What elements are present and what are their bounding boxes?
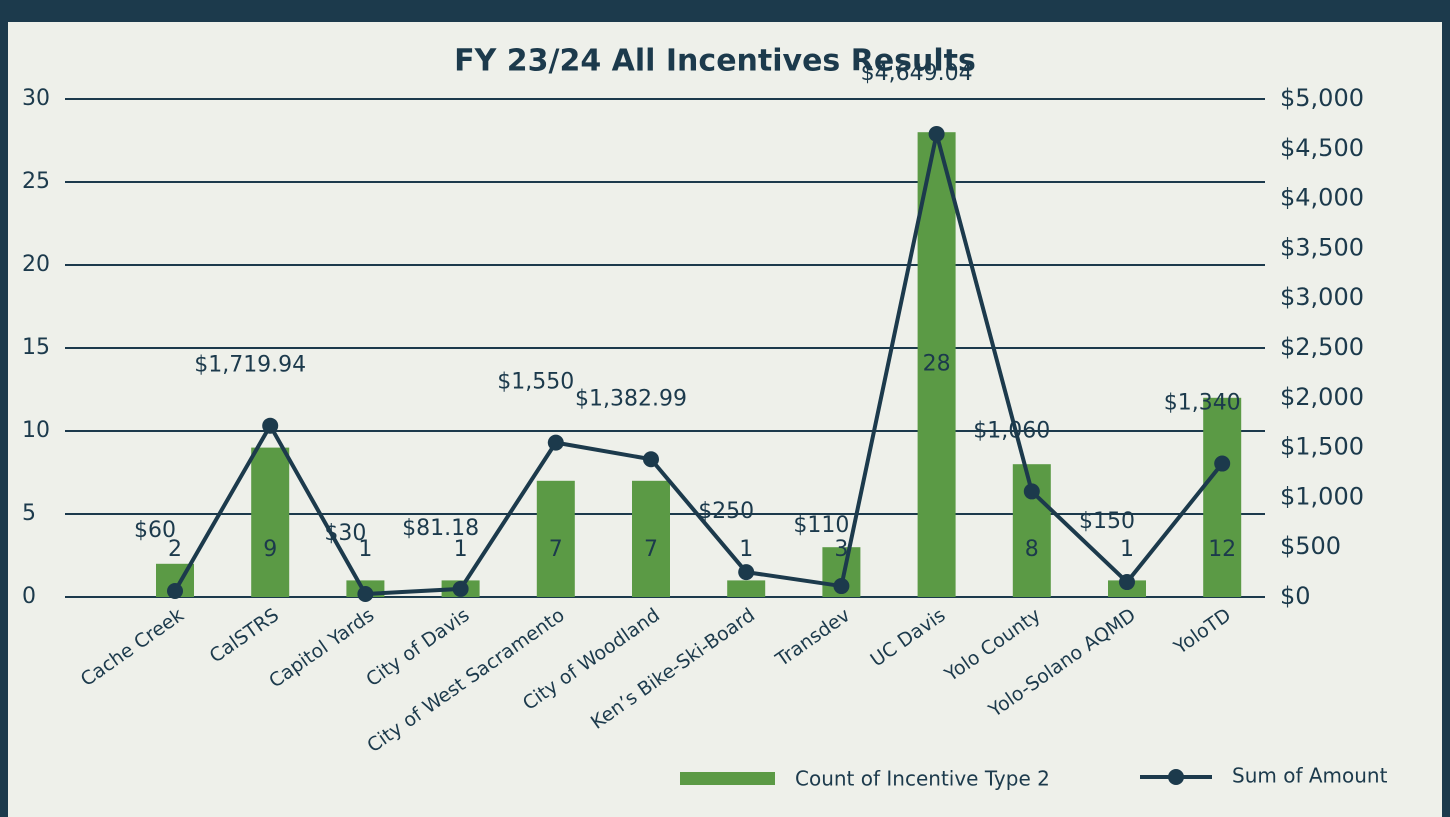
bar-label: 1 (1120, 537, 1134, 562)
legend-swatch (1168, 769, 1184, 785)
y-tick-label: 30 (22, 86, 50, 111)
line-marker (643, 451, 659, 468)
line-marker (738, 564, 755, 581)
bar-label: 1 (454, 537, 468, 562)
bar-label: 1 (739, 537, 753, 562)
line-label: $250 (698, 499, 754, 524)
line-label: $1,382.99 (575, 386, 687, 411)
bar (917, 132, 956, 597)
line-label: $110 (793, 513, 849, 538)
chart-title: FY 23/24 All Incentives Results (454, 44, 976, 79)
line-marker (262, 417, 279, 434)
bar-label: 2 (168, 537, 182, 562)
line-marker (1214, 455, 1231, 472)
y2-tick-label: $500 (1280, 532, 1341, 560)
line-label: $60 (134, 518, 176, 543)
bar-label: 7 (644, 537, 658, 562)
line-label: $4,649.04 (861, 61, 973, 86)
y-tick-label: 0 (22, 584, 36, 609)
y2-tick-label: $3,000 (1280, 283, 1364, 311)
bar (536, 480, 575, 597)
y-tick-label: 20 (22, 252, 50, 277)
line-label: $1,550 (497, 370, 574, 395)
panel (8, 22, 1442, 817)
line-marker (1119, 574, 1135, 591)
line-marker (1023, 483, 1040, 500)
y2-tick-label: $5,000 (1280, 84, 1364, 112)
line-label: $1,060 (973, 418, 1050, 443)
y2-tick-label: $1,500 (1280, 433, 1364, 461)
bar-label: 9 (263, 537, 277, 562)
bar (727, 580, 766, 597)
y-tick-label: 5 (22, 501, 36, 526)
line-label: $1,719.94 (194, 353, 306, 378)
line-label: $81.18 (402, 516, 479, 541)
line-label: $150 (1079, 509, 1135, 534)
line-marker (928, 125, 945, 142)
y-tick-label: 25 (22, 169, 50, 194)
bar-label: 1 (358, 537, 372, 562)
y-tick-label: 15 (22, 335, 50, 360)
line-marker (833, 578, 850, 595)
line-marker (357, 586, 374, 603)
line-marker (452, 580, 469, 597)
legend-label: Sum of Amount (1232, 764, 1388, 788)
bar (632, 480, 670, 597)
bar-label: 8 (1025, 537, 1039, 562)
legend-label: Count of Incentive Type 2 (795, 767, 1050, 791)
y2-tick-label: $4,000 (1280, 184, 1364, 212)
line-label: $1,340 (1164, 391, 1241, 416)
y2-tick-label: $3,500 (1280, 233, 1364, 261)
line-label: $30 (324, 521, 366, 546)
y-tick-label: 10 (22, 418, 50, 443)
bar (251, 447, 290, 597)
bar-label: 28 (923, 352, 951, 377)
line-marker (167, 583, 183, 600)
line (173, 133, 1224, 597)
bar-label: 3 (834, 537, 848, 562)
line-marker (547, 434, 564, 451)
bar (1203, 397, 1242, 597)
y2-tick-label: $0 (1280, 582, 1311, 610)
y2-tick-label: $4,500 (1280, 134, 1364, 162)
legend-swatch (680, 772, 775, 785)
y2-tick-label: $2,000 (1280, 383, 1364, 411)
bar-label: 12 (1208, 537, 1236, 562)
y2-tick-label: $2,500 (1280, 333, 1364, 361)
y2-tick-label: $1,000 (1280, 482, 1364, 510)
bar-label: 7 (549, 537, 563, 562)
